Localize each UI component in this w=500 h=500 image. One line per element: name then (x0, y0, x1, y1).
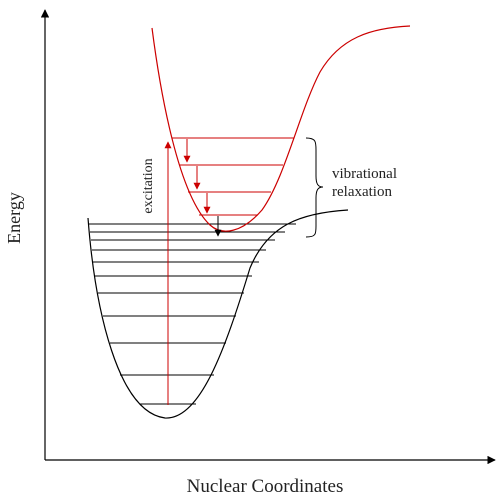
relaxation-label-line1: vibrational (332, 166, 397, 182)
ground-state-curve (87, 209, 349, 419)
excited-vibrational-levels (172, 137, 294, 216)
excited-state-curve (151, 25, 411, 232)
relaxation-arrows (183, 139, 222, 237)
x-axis-label: Nuclear Coordinates (187, 476, 344, 497)
excitation-label: excitation (141, 158, 156, 213)
y-axis-label: Energy (4, 192, 24, 244)
relaxation-brace (305, 137, 324, 238)
relaxation-label-line2: relaxation (332, 184, 392, 200)
axes (40, 9, 496, 465)
ground-vibrational-levels (89, 223, 296, 405)
